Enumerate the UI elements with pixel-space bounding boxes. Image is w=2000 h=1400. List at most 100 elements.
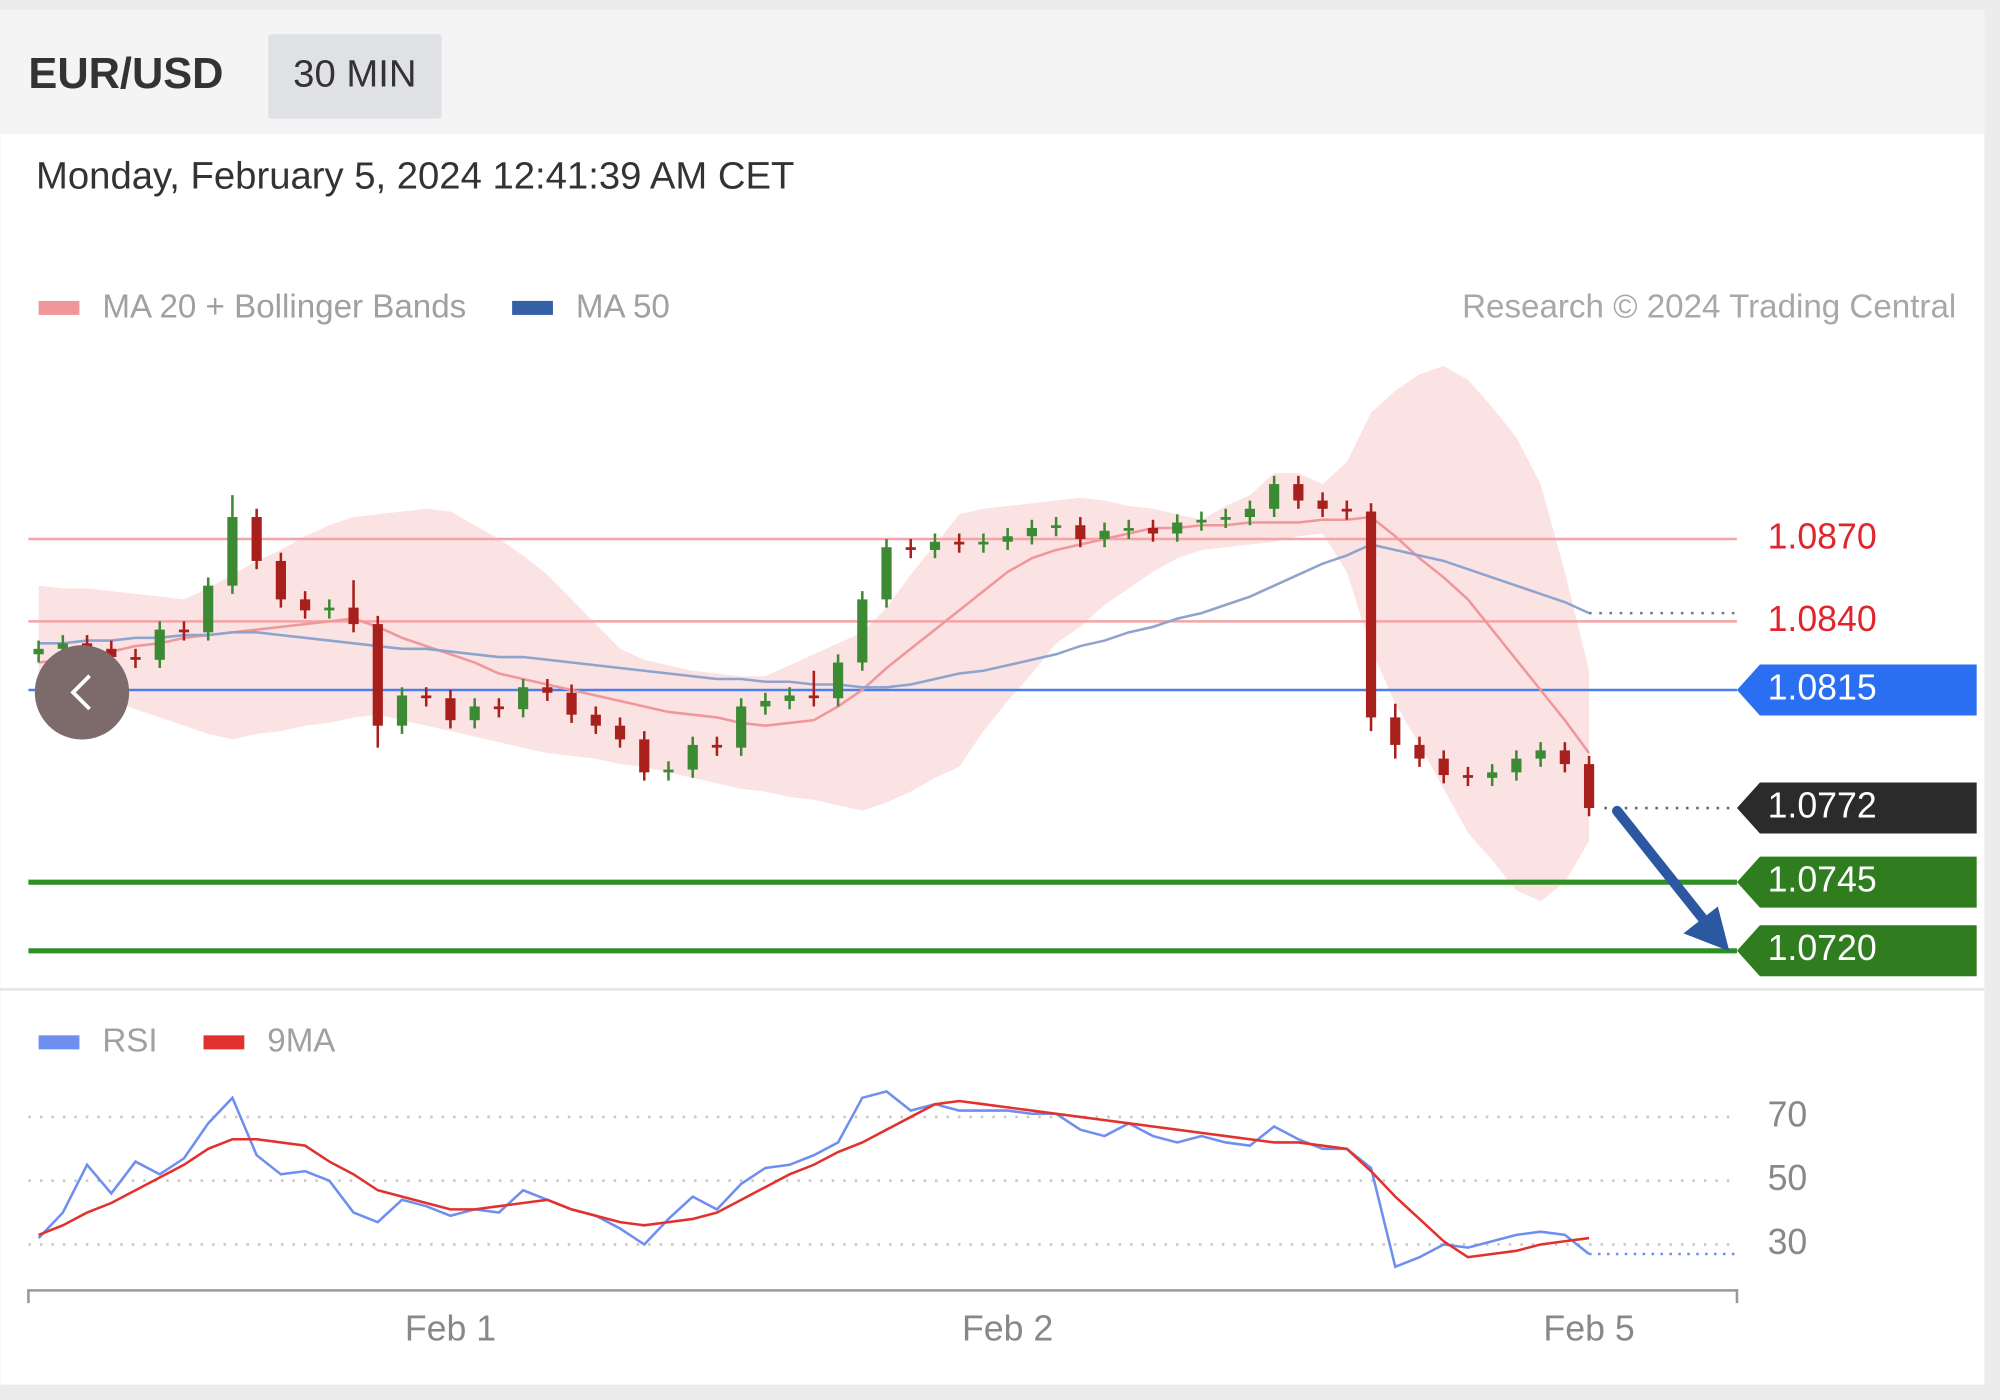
candle-body [57,643,68,649]
candle-body [227,517,238,586]
candle-body [203,585,214,633]
symbol: EUR/USD [28,50,223,98]
candle-body [978,541,989,545]
candle-body [1535,750,1546,759]
candle-body [590,714,601,726]
y-tick-label: 30 [1768,1222,1808,1262]
candle-body [1438,758,1449,776]
candle-body [130,657,141,660]
level-label: 1.0772 [1768,785,1877,825]
level-tag [1736,925,1977,977]
level-tag [1736,856,1977,908]
candle-body [1026,528,1037,537]
level-label: 1.0840 [1768,599,1877,639]
legend-swatch [38,1035,80,1050]
candle-body [300,599,311,611]
candle-body [614,725,626,740]
candle-body [518,687,529,710]
candle-body [372,624,383,726]
candle-body [857,599,868,663]
candle-body [1196,519,1207,523]
candle-body [445,698,456,721]
legend-swatch [38,300,80,315]
y-tick-label: 70 [1768,1094,1808,1134]
level-label: 1.0745 [1768,860,1877,900]
legend-label: MA 50 [576,288,670,325]
candle-body [1511,758,1522,773]
legend-swatch [512,300,553,315]
legend-label: MA 20 + Bollinger Bands [102,288,466,325]
candle-body [1341,508,1352,512]
candle-body [1293,484,1304,501]
candle-body [905,547,916,550]
candle-body [275,560,286,600]
candle-body [929,541,941,550]
candle-body [348,607,359,625]
legend-label: 9MA [267,1023,336,1060]
candle-body [251,517,262,561]
candle-body [1075,525,1086,539]
level-label: 1.0815 [1768,667,1877,707]
candle-body [469,706,480,721]
candle-body [760,700,771,707]
candle-body [1365,511,1377,718]
candle-body [808,695,819,699]
candle-body [1099,530,1110,539]
candle-body [736,706,747,748]
candle-body [106,648,117,658]
bollinger-band [38,366,1590,902]
candle-body [178,629,190,633]
candle-body [832,662,844,699]
candle-body [154,629,165,660]
candle-body [663,769,674,773]
back-chevron[interactable] [70,674,91,711]
candle-body [493,706,505,710]
candle-body [784,695,795,701]
candle-body [566,692,577,715]
x-tick-label: Feb 5 [1543,1309,1634,1349]
candle-body [1414,744,1425,759]
candle-body [687,744,698,770]
candle-body [542,687,553,693]
moving-average [38,515,1591,754]
forecast-arrow-head [1683,906,1730,952]
interval[interactable]: 30 MIN [293,53,416,96]
level-label: 1.0870 [1768,516,1877,556]
candle-body [1244,508,1256,518]
candle-body [1487,772,1498,778]
candle-body [1147,528,1159,534]
x-tick-label: Feb 2 [962,1309,1053,1349]
candle-body [1559,750,1570,765]
candle-body [1583,764,1595,809]
y-tick-label: 50 [1768,1158,1808,1198]
level-label: 1.0720 [1768,928,1877,968]
forecast-arrow [1612,805,1712,929]
copyright: Research © 2024 Trading Central [1462,288,1956,325]
level-tag [1736,664,1977,716]
indicator-line [38,1099,1590,1259]
back-button[interactable] [34,645,130,740]
candle-body [1390,717,1401,745]
x-tick-label: Feb 1 [405,1309,496,1349]
candle-body [711,744,723,748]
candle-body [324,607,335,611]
candle-body [954,541,965,545]
timestamp: Monday, February 5, 2024 12:41:39 AM CET [36,155,794,198]
candle-body [1269,484,1280,509]
candle-body [421,695,432,699]
legend-label: RSI [102,1023,157,1060]
candle-body [1002,536,1013,542]
candle-body [1317,500,1328,509]
candle-body [33,648,44,655]
indicator-line [37,1090,1590,1269]
candle-body [1462,775,1474,778]
candle-body [639,739,650,773]
interval-badge[interactable] [268,34,442,119]
candle-body [1220,517,1231,520]
candle-body [1051,525,1062,529]
candle-body [1123,528,1134,531]
x-axis [27,1289,1739,1304]
legend-swatch [203,1035,245,1050]
